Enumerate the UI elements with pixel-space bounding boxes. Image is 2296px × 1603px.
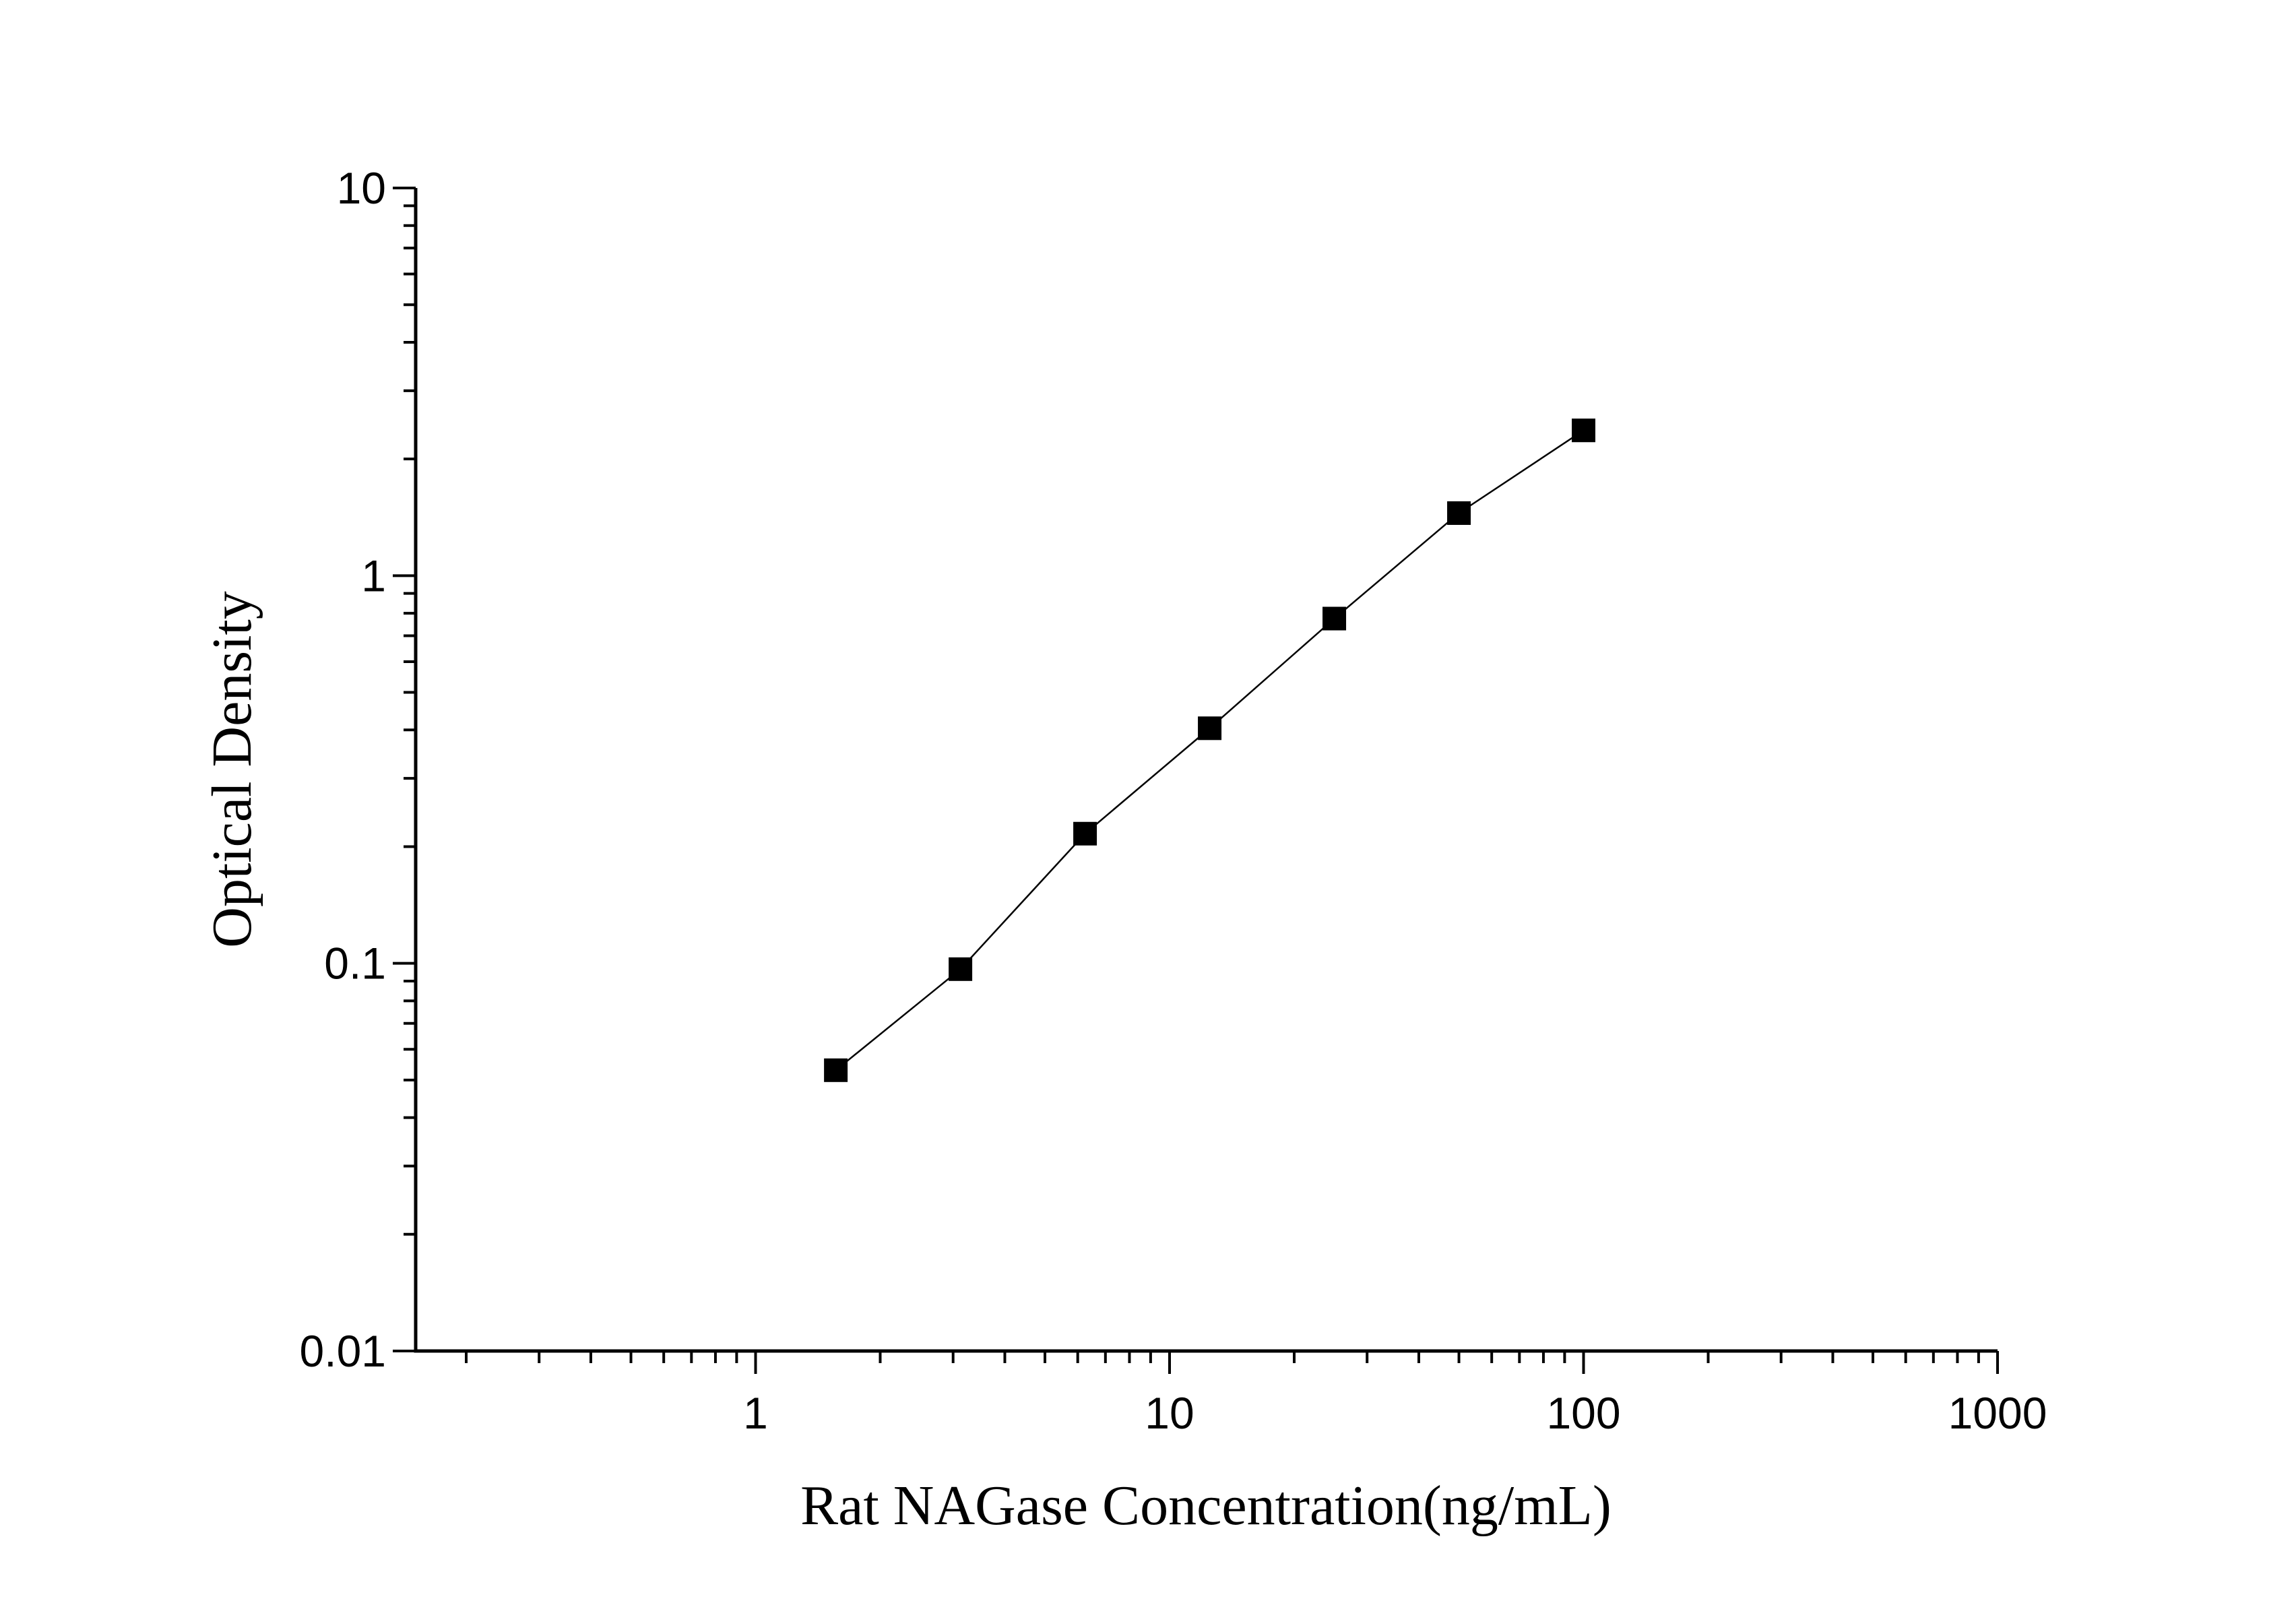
y-tick-label: 10 xyxy=(337,163,386,213)
data-point xyxy=(1572,418,1596,443)
x-tick-label: 1000 xyxy=(1948,1388,2047,1438)
x-tick-label: 100 xyxy=(1546,1388,1620,1438)
y-tick-label: 1 xyxy=(361,551,386,600)
x-tick-label: 1 xyxy=(743,1388,768,1438)
y-tick-label: 0.01 xyxy=(300,1326,386,1376)
data-point xyxy=(1322,606,1347,631)
series-line xyxy=(835,429,1585,1071)
y-axis-title: Optical Density xyxy=(201,591,263,948)
x-axis-title: Rat NAGase Concentration(ng/mL) xyxy=(800,1474,1612,1537)
x-tick-label: 10 xyxy=(1145,1388,1194,1438)
data-point xyxy=(949,957,973,981)
data-point xyxy=(1198,716,1222,741)
data-point xyxy=(824,1058,848,1082)
data-point xyxy=(1073,821,1097,846)
y-tick-label: 0.1 xyxy=(324,939,386,988)
data-point xyxy=(1447,501,1471,525)
